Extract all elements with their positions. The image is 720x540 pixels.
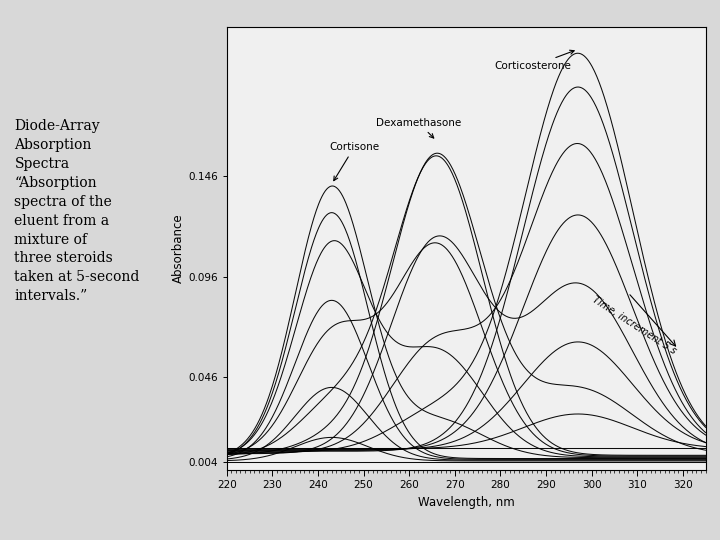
Text: Time, increment 5 s: Time, increment 5 s	[590, 294, 678, 356]
Text: Dexamethasone: Dexamethasone	[376, 118, 461, 138]
Text: Cortisone: Cortisone	[330, 142, 379, 180]
Text: Corticosterone: Corticosterone	[494, 50, 574, 71]
Text: Diode-Array
Absorption
Spectra
“Absorption
spectra of the
eluent from a
mixture : Diode-Array Absorption Spectra “Absorpti…	[14, 119, 140, 303]
X-axis label: Wavelength, nm: Wavelength, nm	[418, 496, 515, 509]
Y-axis label: Absorbance: Absorbance	[172, 214, 185, 283]
